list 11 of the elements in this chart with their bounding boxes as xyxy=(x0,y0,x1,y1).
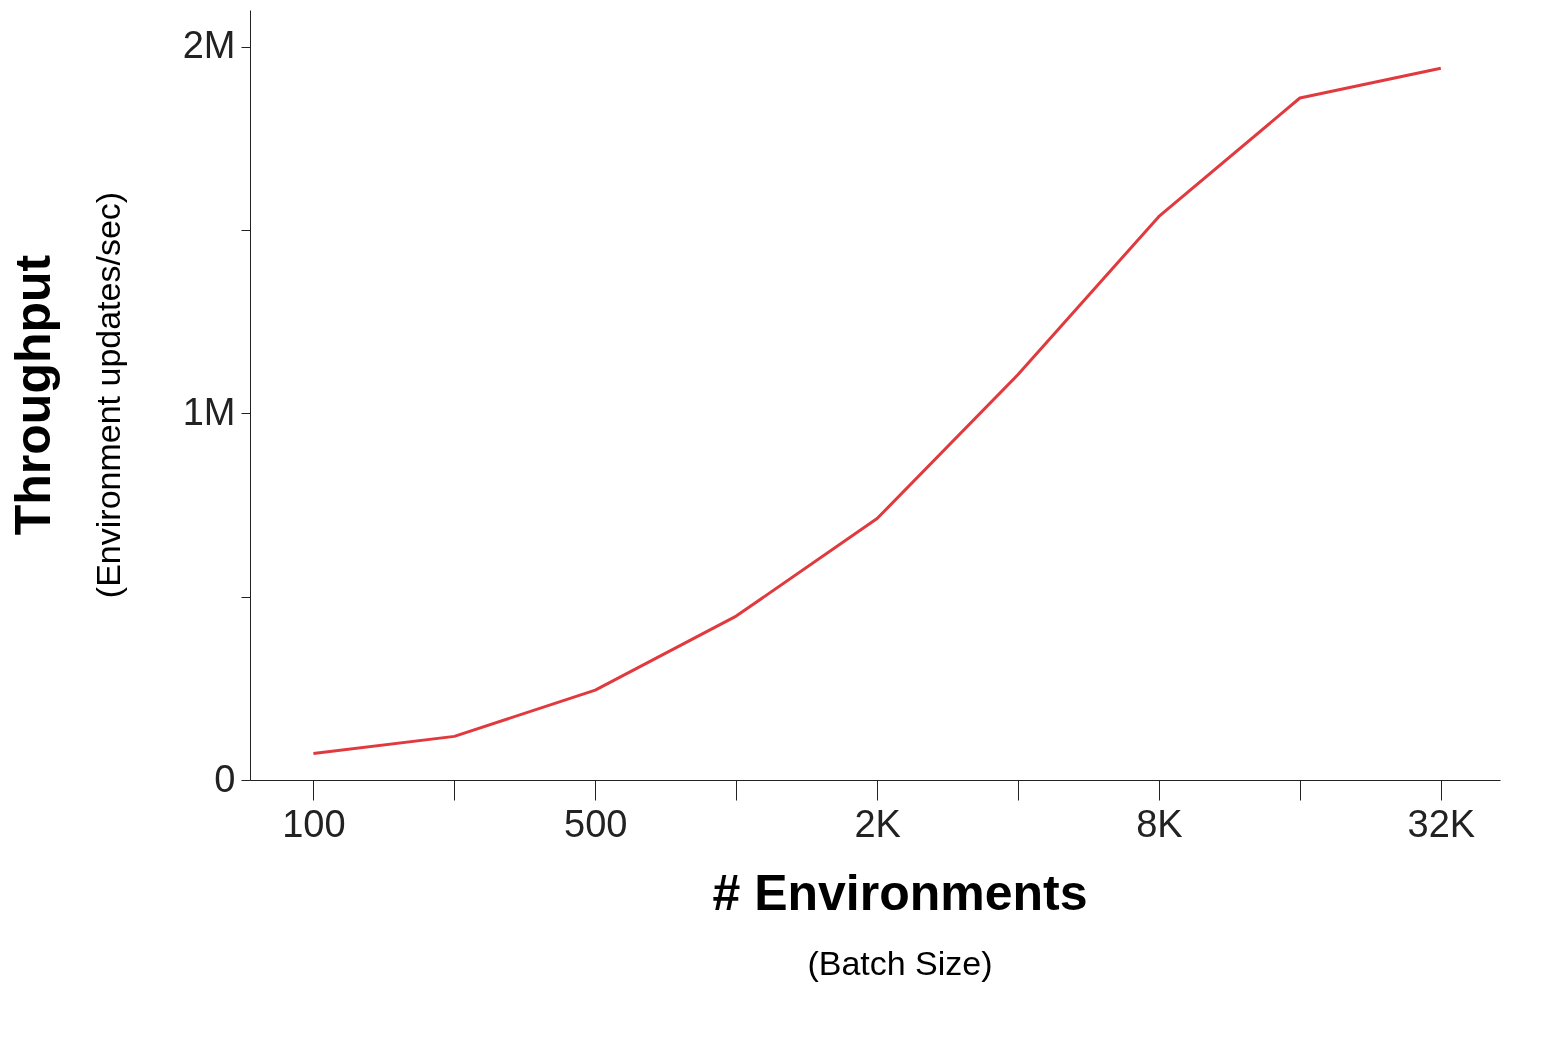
y-tick-label: 1M xyxy=(182,390,236,433)
y-axis-title: Throughput (Environment updates/sec) xyxy=(5,191,127,599)
x-axis-title: # Environments (Batch Size) xyxy=(712,865,1088,982)
x-tick-label: 100 xyxy=(282,802,346,845)
line-series xyxy=(311,66,1443,756)
y-tick-label: 2M xyxy=(182,24,236,67)
x-tick-label: 8K xyxy=(1136,802,1183,845)
x-tick-label: 500 xyxy=(564,802,628,845)
x-tick-label: 32K xyxy=(1407,802,1476,845)
x-tick-label: 2K xyxy=(854,802,901,845)
y-tick-label: 0 xyxy=(214,757,236,800)
